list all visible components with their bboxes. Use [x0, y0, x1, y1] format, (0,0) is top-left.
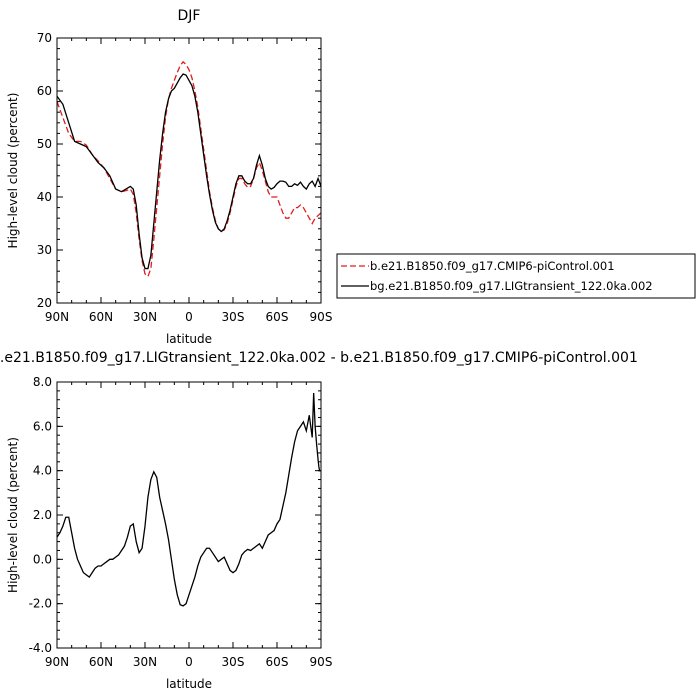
y-tick-label-bottom: 8.0 — [33, 375, 52, 389]
plot-area-top: 90N 60N 30N 0 30S 60S 90S 20 30 40 50 60 70 — [37, 31, 333, 324]
x-axis-label-bottom: latitude — [166, 677, 212, 691]
y-axis-label-top: High-level cloud (percent) — [6, 93, 20, 249]
x-tick-label-bottom: 30N — [133, 655, 157, 669]
y-axis-label-bottom: High-level cloud (percent) — [6, 437, 20, 593]
legend-box — [336, 253, 696, 299]
series-line-top-1 — [57, 73, 321, 270]
y-tick-label-top: 60 — [37, 84, 52, 98]
bottom-panel: bg.e21.B1850.f09_g17.LIGtransient_122.0k… — [0, 350, 638, 691]
x-tick-label-top: 30N — [133, 310, 157, 324]
top-panel: DJF High-level cloud (percent) latitude … — [6, 8, 332, 346]
legend-label-1: bg.e21.B1850.f09_g17.LIGtransient_122.0k… — [370, 279, 653, 293]
y-tick-label-top: 30 — [37, 243, 52, 257]
y-tick-label-top: 40 — [37, 190, 52, 204]
x-tick-label-bottom: 90N — [45, 655, 69, 669]
y-tick-label-bottom: -4.0 — [29, 641, 52, 655]
y-tick-label-bottom: 4.0 — [33, 464, 52, 478]
plot-area-bottom: 90N 60N 30N 0 30S 60S 90S -4.0 -2.0 0.0 2.0 4.0 6.0 8… — [29, 375, 333, 669]
y-tick-label-top: 20 — [37, 296, 52, 310]
x-tick-label-bottom: 60S — [266, 655, 289, 669]
chart-title-top: DJF — [178, 8, 201, 24]
y-tick-label-bottom: 6.0 — [33, 419, 52, 433]
y-tick-label-bottom: 2.0 — [33, 508, 52, 522]
series-line-bottom-0 — [57, 393, 321, 607]
x-axis-label-top: latitude — [166, 332, 212, 346]
y-tick-label-bottom: 0.0 — [33, 552, 52, 566]
y-tick-label-top: 70 — [37, 31, 52, 45]
x-tick-label-top: 30S — [222, 310, 245, 324]
x-tick-label-top: 60S — [266, 310, 289, 324]
x-tick-label-top: 0 — [185, 310, 193, 324]
x-tick-label-bottom: 60N — [89, 655, 113, 669]
series-line-top-0 — [57, 60, 321, 278]
chart-title-bottom: bg.e21.B1850.f09_g17.LIGtransient_122.0k… — [0, 350, 638, 366]
legend-label-0: b.e21.B1850.f09_g17.CMIP6-piControl.001 — [370, 259, 615, 273]
legend-items: b.e21.B1850.f09_g17.CMIP6-piControl.001b… — [341, 259, 653, 293]
x-tick-label-bottom: 30S — [222, 655, 245, 669]
x-tick-label-top: 90N — [45, 310, 69, 324]
x-tick-label-bottom: 90S — [310, 655, 333, 669]
x-tick-label-top: 60N — [89, 310, 113, 324]
legend: b.e21.B1850.f09_g17.CMIP6-piControl.001b… — [336, 253, 696, 299]
y-tick-label-top: 50 — [37, 137, 52, 151]
x-tick-label-bottom: 0 — [185, 655, 193, 669]
y-tick-label-bottom: -2.0 — [29, 597, 52, 611]
plot-frame-top — [56, 37, 322, 304]
x-tick-label-top: 90S — [310, 310, 333, 324]
